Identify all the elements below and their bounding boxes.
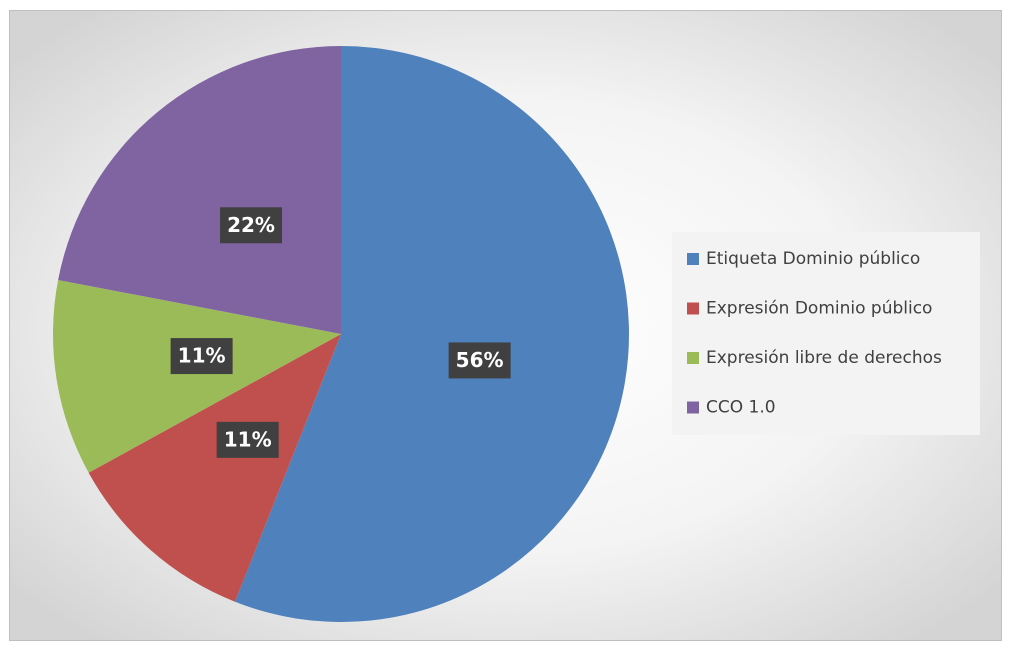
legend-swatch xyxy=(687,352,699,364)
data-label: 11% xyxy=(178,344,226,368)
data-label: 22% xyxy=(227,213,275,237)
data-label-box xyxy=(170,338,233,375)
legend-swatch xyxy=(687,401,699,414)
pie xyxy=(53,46,629,622)
data-labels: 56% 11% 11% 22% xyxy=(170,207,511,458)
legend-label: CCO 1.0 xyxy=(706,398,776,418)
pie-slice xyxy=(58,46,342,334)
pie-slice xyxy=(234,46,629,622)
data-label-box xyxy=(216,421,279,458)
data-label-box xyxy=(220,207,283,244)
legend-label: Expresión Dominio público xyxy=(706,299,932,319)
legend-label: Etiqueta Dominio público xyxy=(706,249,920,269)
data-label: 56% xyxy=(456,348,504,372)
legend-label: Expresión libre de derechos xyxy=(706,348,942,368)
data-label: 11% xyxy=(224,427,272,451)
legend: Etiqueta Dominio público Expresión Domini… xyxy=(687,249,942,418)
legend-box xyxy=(672,232,980,435)
legend-swatch xyxy=(687,253,699,265)
legend-swatch xyxy=(687,302,699,315)
pie-slice xyxy=(53,280,342,473)
data-label-box xyxy=(448,342,511,379)
pie-slice xyxy=(88,334,341,602)
